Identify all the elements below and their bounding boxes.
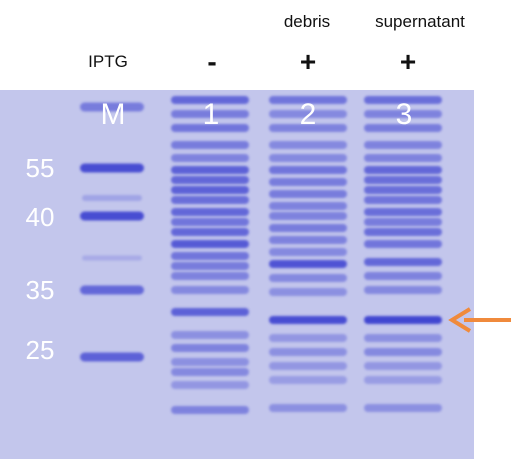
lane-2-band: [269, 178, 347, 186]
lane-1-band: [171, 176, 249, 184]
lane-label-2: 2: [300, 98, 317, 131]
lane-1-band: [171, 218, 249, 226]
marker-band: [82, 195, 142, 201]
lane-3-band: [364, 362, 442, 370]
lane-1-band: [171, 358, 249, 366]
lane-3-band: [364, 404, 442, 412]
gel-lanes: [80, 96, 442, 414]
lane-1-band: [171, 286, 249, 294]
lane-3-band: [364, 272, 442, 280]
lane-1-band: [171, 381, 249, 389]
lane-3-band: [364, 208, 442, 216]
lane-2-band: [269, 260, 347, 268]
iptg-sign-lane-1: -: [207, 46, 217, 77]
lane-1-band: [171, 368, 249, 376]
lane-3-band: [364, 286, 442, 294]
lane-1-band: [171, 110, 249, 118]
lane-2-band: [269, 124, 347, 132]
lane-1-band: [171, 240, 249, 248]
lane-1-band: [171, 208, 249, 216]
marker-band: [80, 352, 144, 362]
lane-1-band: [171, 96, 249, 104]
marker-size-35: 35: [26, 275, 55, 305]
lane-3-band: [364, 218, 442, 226]
lane-2-band: [269, 224, 347, 232]
lane-1-band: [171, 141, 249, 149]
lane-label-3: 3: [396, 98, 413, 131]
lane-2-band: [269, 166, 347, 174]
lane-2-band: [269, 274, 347, 282]
marker-band: [80, 285, 144, 295]
lane-3-band: [364, 176, 442, 184]
marker-band: [82, 255, 142, 261]
lane-1-band: [171, 186, 249, 194]
lane-2-band: [269, 334, 347, 342]
iptg-sign-lane-2: +: [299, 46, 317, 77]
lane-3-band: [364, 228, 442, 236]
lane-1-band: [171, 262, 249, 270]
lane-1-band: [171, 154, 249, 162]
lane-3-band: [364, 141, 442, 149]
lane-1-band: [171, 406, 249, 414]
lane-2-band: [269, 362, 347, 370]
lane-3-band: [364, 124, 442, 132]
lane-2-band: [269, 202, 347, 210]
lane-2-band: [269, 316, 347, 324]
iptg-label: IPTG: [88, 52, 128, 71]
lane-3-band: [364, 154, 442, 162]
lane-2-band: [269, 248, 347, 256]
lane-2-band: [269, 154, 347, 162]
lane-2-band: [269, 348, 347, 356]
lane-1-band: [171, 228, 249, 236]
iptg-sign-lane-3: +: [399, 46, 417, 77]
lane-label-1: 1: [203, 98, 220, 131]
lane-2-band: [269, 236, 347, 244]
lane-1-band: [171, 331, 249, 339]
supernatant-label: supernatant: [375, 12, 465, 31]
marker-band: [80, 211, 144, 221]
marker-size-55: 55: [26, 153, 55, 183]
lane-2-band: [269, 376, 347, 384]
marker-size-25: 25: [26, 335, 55, 365]
marker-band: [80, 163, 144, 173]
lane-1-band: [171, 308, 249, 316]
lane-3-band: [364, 186, 442, 194]
lane-2-band: [269, 96, 347, 104]
lane-3-band: [364, 258, 442, 266]
debris-label: debris: [283, 12, 331, 31]
lane-1-band: [171, 272, 249, 280]
lane-1-band: [171, 344, 249, 352]
lane-3-band: [364, 110, 442, 118]
lane-3-band: [364, 316, 442, 324]
marker-size-40: 40: [26, 202, 55, 232]
lane-2-band: [269, 404, 347, 412]
lane-3-band: [364, 196, 442, 204]
lane-2-band: [269, 190, 347, 198]
lane-1-band: [171, 124, 249, 132]
lane-2-band: [269, 110, 347, 118]
lane-3-band: [364, 166, 442, 174]
lane-3-band: [364, 334, 442, 342]
lane-3-band: [364, 348, 442, 356]
marker-band: [80, 102, 144, 112]
lane-3-band: [364, 240, 442, 248]
lane-1-band: [171, 166, 249, 174]
lane-1-band: [171, 196, 249, 204]
lane-2-band: [269, 212, 347, 220]
lane-1-band: [171, 252, 249, 260]
arrow-icon: [448, 307, 511, 333]
lane-2-band: [269, 288, 347, 296]
lane-2-band: [269, 141, 347, 149]
lane-3-band: [364, 96, 442, 104]
lane-label-marker: M: [101, 98, 126, 131]
lane-3-band: [364, 376, 442, 384]
